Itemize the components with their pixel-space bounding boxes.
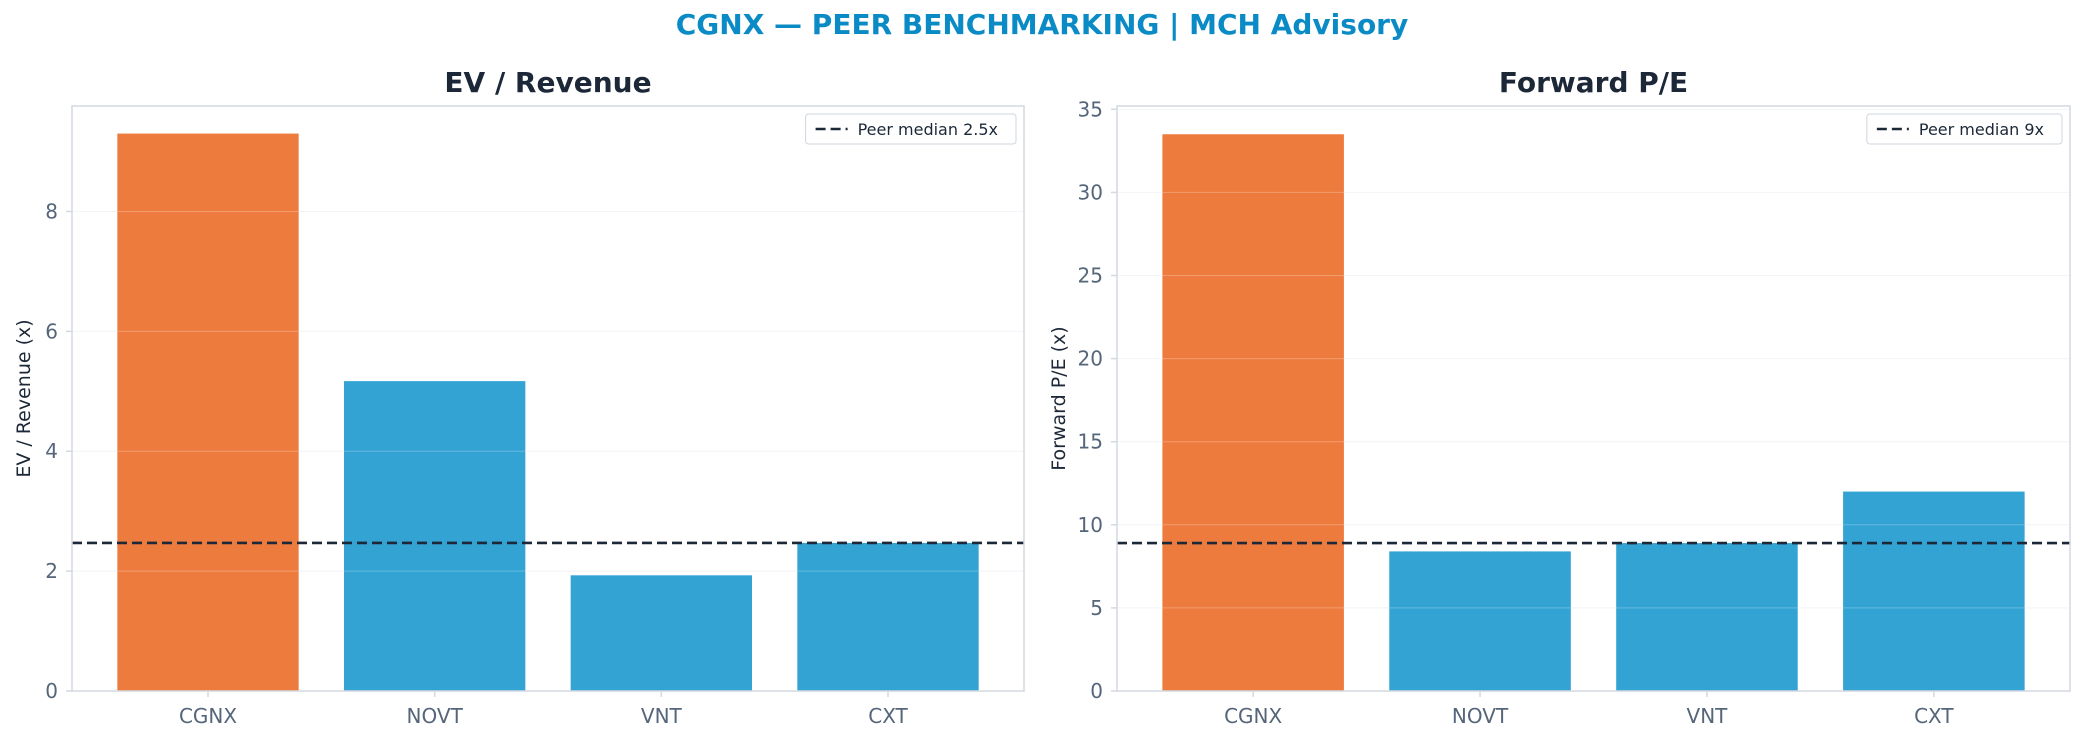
y-tick-label: 10 bbox=[1078, 513, 1103, 537]
x-tick-label-vnt: VNT bbox=[1687, 704, 1729, 728]
x-tick-label-cxt: CXT bbox=[868, 704, 908, 728]
y-tick-label: 30 bbox=[1078, 180, 1103, 204]
legend-label: Peer median 9x bbox=[1919, 120, 2044, 139]
x-tick-label-cgnx: CGNX bbox=[179, 704, 237, 728]
y-tick-label: 15 bbox=[1078, 430, 1103, 454]
bar-cxt bbox=[1843, 491, 2025, 691]
y-tick-label: 35 bbox=[1078, 97, 1103, 121]
chart-panel-1: 0 2 4 6 8 CGNX NOVT VNT CXT EV / Revenue EV / Reve… bbox=[13, 66, 1025, 728]
y-tick-label: 6 bbox=[45, 319, 58, 343]
legend: Peer median 2.5x bbox=[805, 113, 1017, 145]
x-tick-label-vnt: VNT bbox=[641, 704, 683, 728]
y-axis-label: EV / Revenue (x) bbox=[13, 319, 35, 477]
panel-title: EV / Revenue bbox=[444, 66, 651, 99]
x-tick-label-novt: NOVT bbox=[407, 704, 464, 728]
legend-box bbox=[1866, 113, 2063, 145]
panel-title: Forward P/E bbox=[1499, 66, 1688, 99]
y-tick-label: 4 bbox=[45, 439, 58, 463]
y-tick-label: 25 bbox=[1078, 264, 1103, 288]
bar-novt bbox=[344, 381, 526, 691]
bar-cxt bbox=[797, 542, 979, 691]
y-tick-label: 5 bbox=[1090, 596, 1103, 620]
y-tick-label: 0 bbox=[1090, 679, 1103, 703]
bar-cgnx bbox=[117, 133, 299, 691]
x-tick-label-cgnx: CGNX bbox=[1224, 704, 1282, 728]
bar-novt bbox=[1389, 551, 1571, 691]
plot-frame bbox=[1116, 105, 2071, 692]
legend-box bbox=[805, 113, 1017, 145]
y-axis-label: Forward P/E (x) bbox=[1048, 326, 1070, 470]
plot-frame bbox=[71, 105, 1025, 692]
bar-cgnx bbox=[1162, 134, 1344, 692]
bar-vnt bbox=[1616, 543, 1798, 691]
legend: Peer median 9x bbox=[1866, 113, 2063, 145]
y-tick-label: 8 bbox=[45, 199, 58, 223]
figure-title: CGNX — PEER BENCHMARKING | MCH Advisory bbox=[675, 8, 1409, 41]
y-tick-label: 2 bbox=[45, 559, 58, 583]
bar-vnt bbox=[570, 575, 752, 691]
chart-panel-2: 0 5 10 15 20 25 30 35 CGNX NOVT VNT CXT Forward P/E F… bbox=[1048, 66, 2071, 728]
legend-label: Peer median 2.5x bbox=[858, 120, 998, 139]
x-tick-label-cxt: CXT bbox=[1914, 704, 1954, 728]
y-tick-label: 0 bbox=[45, 679, 58, 703]
x-tick-label-novt: NOVT bbox=[1452, 704, 1509, 728]
y-tick-label: 20 bbox=[1078, 347, 1103, 371]
